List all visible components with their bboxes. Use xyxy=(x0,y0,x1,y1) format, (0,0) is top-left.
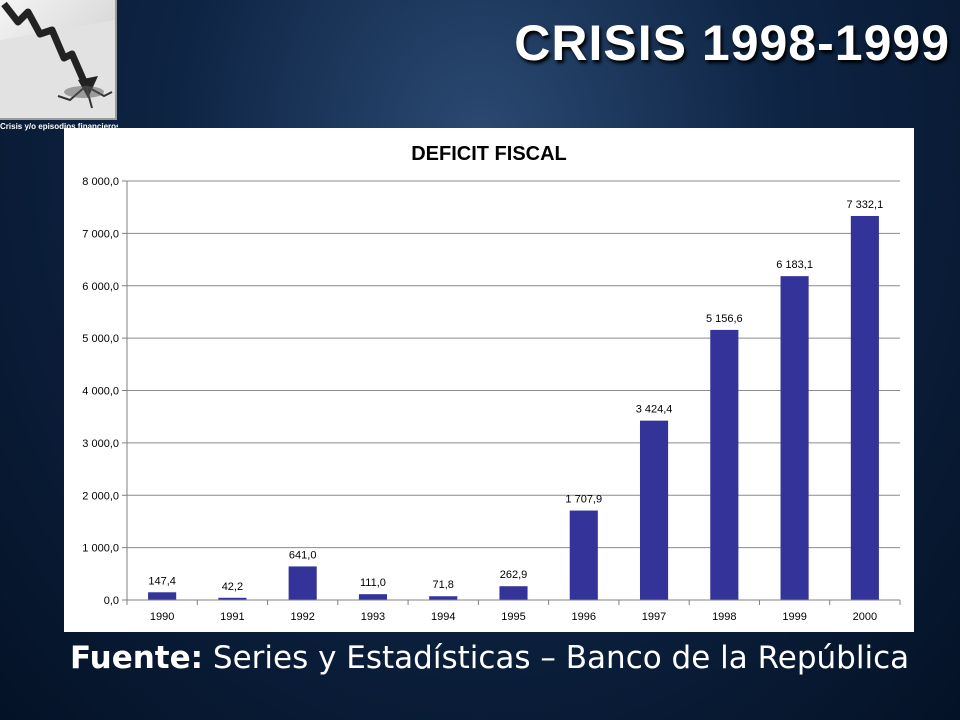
y-tick-label: 4 000,0 xyxy=(82,386,119,398)
y-tick-label: 7 000,0 xyxy=(82,228,119,240)
bar-chart: DEFICIT FISCAL 0,0 1 000,0 2 000,0 3 000,0 4… xyxy=(82,143,901,623)
data-labels: 147,4 42,2 641,0 111,0 71,8 262,9 1 707,9 3 424… xyxy=(148,199,883,593)
data-label-1990: 147,4 xyxy=(148,575,176,587)
x-tick-label: 1996 xyxy=(572,611,596,623)
bar-1996 xyxy=(569,510,598,600)
falling-chart-logo-icon xyxy=(0,1,115,118)
y-tick-label: 6 000,0 xyxy=(82,281,119,293)
bar-1994 xyxy=(429,596,458,600)
bar-2000 xyxy=(850,215,879,600)
data-label-1997: 3 424,4 xyxy=(636,404,673,416)
bar-1999 xyxy=(780,276,809,600)
x-tick-label: 1992 xyxy=(290,611,314,623)
source-note: Fuente: Series y Estadísticas – Banco de… xyxy=(70,640,909,676)
bar-1998 xyxy=(710,329,739,600)
bar-1991 xyxy=(218,597,247,600)
x-tick-label: 1991 xyxy=(220,611,244,623)
logo-caption: Crisis y/o episodios financieros en xyxy=(0,122,118,131)
bar-1995 xyxy=(499,586,528,600)
source-label: Fuente: xyxy=(70,640,204,676)
data-label-1995: 262,9 xyxy=(500,569,528,581)
x-tick-label: 1995 xyxy=(501,611,525,623)
y-tick-label: 3 000,0 xyxy=(82,438,119,450)
bars xyxy=(148,215,879,600)
data-label-1999: 6 183,1 xyxy=(776,259,813,271)
logo-image xyxy=(0,0,117,120)
y-tick-label: 0,0 xyxy=(104,595,119,607)
bar-1992 xyxy=(288,566,317,600)
source-text: Series y Estadísticas – Banco de la Repú… xyxy=(203,640,910,676)
data-label-2000: 7 332,1 xyxy=(847,199,884,211)
chart-panel: DEFICIT FISCAL 0,0 1 000,0 2 000,0 3 000,0 4… xyxy=(64,128,914,632)
bar-1993 xyxy=(358,594,388,600)
data-label-1993: 111,0 xyxy=(360,577,386,589)
data-label-1994: 71,8 xyxy=(433,579,454,591)
bar-1997 xyxy=(639,420,669,600)
x-tick-label: 1998 xyxy=(712,611,736,623)
axes: 0,0 1 000,0 2 000,0 3 000,0 4 000,0 5 000,0 6 … xyxy=(82,176,901,623)
slide-title: CRISIS 1998-1999 xyxy=(514,15,950,71)
y-tick-label: 2 000,0 xyxy=(82,490,119,502)
bar-1990 xyxy=(148,592,177,600)
x-tick-label: 1997 xyxy=(642,611,666,623)
x-tick-label: 1994 xyxy=(431,611,455,623)
x-tick-label: 1999 xyxy=(782,611,806,623)
x-tick-label: 1990 xyxy=(150,611,174,623)
y-tick-label: 8 000,0 xyxy=(82,176,119,188)
data-label-1992: 641,0 xyxy=(289,549,317,561)
data-label-1991: 42,2 xyxy=(222,581,243,593)
data-label-1996: 1 707,9 xyxy=(565,494,602,506)
data-label-1998: 5 156,6 xyxy=(706,313,743,325)
x-tick-label: 2000 xyxy=(853,611,877,623)
y-tick-label: 1 000,0 xyxy=(82,543,119,555)
x-tick-label: 1993 xyxy=(361,611,385,623)
chart-title: DEFICIT FISCAL xyxy=(411,143,567,165)
y-tick-label: 5 000,0 xyxy=(82,333,119,345)
